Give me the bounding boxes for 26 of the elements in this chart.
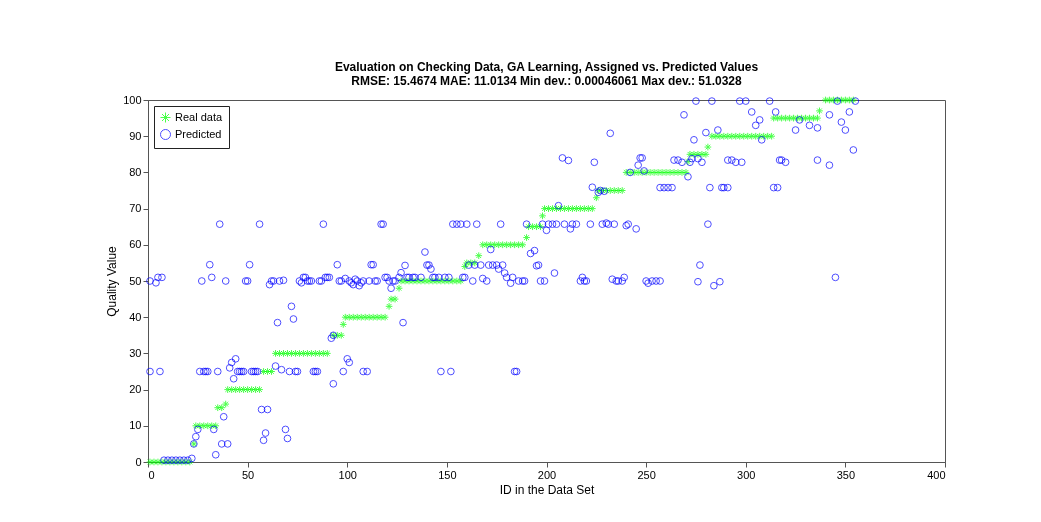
y-tick-label: 0 <box>135 455 142 468</box>
x-tick-label: 350 <box>836 468 856 481</box>
y-tick-label: 60 <box>129 238 142 251</box>
y-tick-label: 40 <box>129 310 142 323</box>
x-tick-label: 200 <box>537 468 557 481</box>
x-tick-label: 300 <box>737 468 756 481</box>
legend-label: Real data <box>175 110 223 123</box>
y-tick-label: 20 <box>129 383 142 396</box>
x-tick-label: 50 <box>242 468 255 481</box>
y-tick-label: 10 <box>129 419 142 432</box>
x-tick-label: 400 <box>927 468 946 481</box>
chart-subtitle: RMSE: 15.4674 MAE: 11.0134 Min dev.: 0.00046061 Max dev.: 51.0328 <box>351 74 743 88</box>
y-axis-title: Quality Value <box>105 245 120 317</box>
x-tick-label: 0 <box>148 468 155 481</box>
x-axis-title: ID in the Data Set <box>499 482 596 497</box>
chart-title: Evaluation on Checking Data, GA Learning, Assigned vs. Predicted Values <box>334 60 759 74</box>
y-tick-label: 50 <box>129 274 142 287</box>
y-tick-label: 30 <box>129 346 142 359</box>
x-tick-label: 150 <box>438 468 457 481</box>
y-tick-label: 70 <box>129 202 142 215</box>
y-tick-label: 90 <box>129 129 142 142</box>
y-tick-label: 80 <box>129 165 142 178</box>
y-tick-label: 100 <box>123 93 142 106</box>
x-tick-label: 100 <box>338 468 357 481</box>
x-tick-label: 250 <box>637 468 656 481</box>
legend-label: Predicted <box>175 127 222 140</box>
